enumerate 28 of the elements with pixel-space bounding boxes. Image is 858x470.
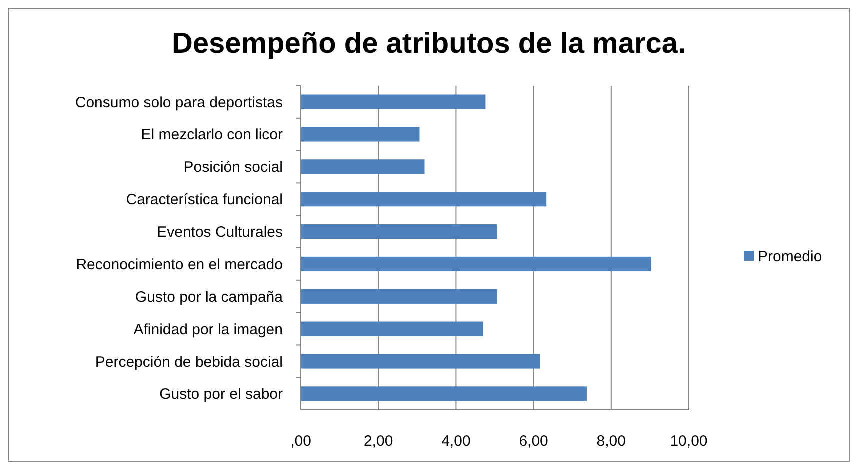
x-tick-label: 8,00 <box>596 433 626 450</box>
y-tick-label: Consumo solo para deportistas <box>75 94 283 112</box>
y-tick-label: El mezclarlo con licor <box>141 126 283 144</box>
bar <box>301 322 484 336</box>
bar <box>301 160 425 174</box>
y-tick-label: Reconocimiento en el mercado <box>76 256 283 274</box>
y-tick-label: Afinidad por la imagen <box>134 321 283 338</box>
bar <box>301 354 540 369</box>
bar <box>301 127 420 142</box>
bar <box>301 224 498 240</box>
x-tick-label: 2,00 <box>364 433 394 450</box>
y-tick-label: Gusto por el sabor <box>160 386 283 404</box>
x-tick-label: 4,00 <box>442 433 471 450</box>
x-tick-label: 10,00 <box>670 433 708 450</box>
y-tick-label: Gusto por la campaña <box>135 288 284 306</box>
x-tick-label: ,00 <box>290 433 312 450</box>
bar <box>301 386 587 402</box>
y-tick-label: Eventos Culturales <box>157 224 283 242</box>
y-tick-label: Posición social <box>184 159 283 176</box>
y-tick-label: Característica funcional <box>126 192 283 209</box>
bar <box>301 256 652 272</box>
y-tick-label: Percepción de bebida social <box>95 354 283 371</box>
bar <box>301 192 547 207</box>
bar <box>301 94 486 110</box>
legend-label: Promedio <box>758 248 822 266</box>
x-tick-label: 6,00 <box>519 433 548 450</box>
chart-title: Desempeño de atributos de la marca. <box>172 28 686 60</box>
bar <box>301 289 498 304</box>
